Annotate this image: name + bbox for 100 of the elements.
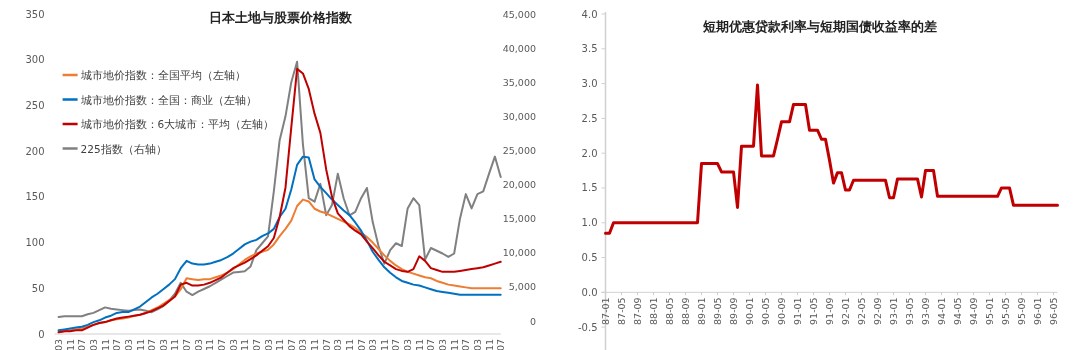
y2-tick-label: 10,000 xyxy=(502,247,536,259)
legend-label: 城市地价指数：全国：商业（左轴） xyxy=(79,93,257,106)
x-tick-label: 11 xyxy=(378,339,390,350)
x-tick-label: 11 xyxy=(204,339,216,350)
legend-label: 城市地价指数：全国平均（左轴） xyxy=(79,69,246,81)
chart-title: 短期优惠贷款利率与短期国债收益率的差 xyxy=(702,19,937,34)
x-tick-label: 88-09 xyxy=(680,297,691,325)
x-tick-label: 07 xyxy=(111,339,123,350)
x-tick-label: 93-09 xyxy=(920,297,931,325)
y2-tick-label: 15,000 xyxy=(502,213,536,225)
x-tick-label: 07 xyxy=(495,339,507,350)
y2-tick-label: 35,000 xyxy=(502,76,536,88)
y-tick-label: 300 xyxy=(25,54,45,66)
x-tick-label: 03 xyxy=(53,339,65,350)
x-tick-label: 87-01 xyxy=(600,297,611,325)
x-tick-label: 03 xyxy=(227,339,239,350)
x-tick-label: 89-09 xyxy=(728,297,739,325)
x-tick-label: 07 xyxy=(390,339,402,350)
x-tick-label: 07 xyxy=(320,339,332,350)
x-tick-label: 03 xyxy=(88,339,99,350)
x-tick-label: 88-01 xyxy=(648,297,659,325)
x-tick-label: 11 xyxy=(99,339,111,350)
y-tick-label: 250 xyxy=(25,99,45,111)
y-tick-label: 150 xyxy=(25,191,45,203)
y-tick-label: 3.0 xyxy=(581,78,598,90)
x-tick-label: 11 xyxy=(483,339,495,350)
legend-label: 225指数（右轴） xyxy=(80,142,167,155)
y2-tick-label: 20,000 xyxy=(502,179,536,191)
y-tick-label: 0 xyxy=(38,328,45,340)
x-tick-label: 03 xyxy=(297,339,309,350)
chart-title: 日本土地与股票价格指数 xyxy=(208,10,353,25)
x-tick-label: 91-09 xyxy=(824,297,835,325)
y-tick-label: 3.5 xyxy=(581,43,598,55)
x-tick-label: 03 xyxy=(367,339,379,350)
x-tick-label: 92-09 xyxy=(872,297,883,325)
x-tick-label: 90-01 xyxy=(744,297,755,325)
x-tick-label: 91-01 xyxy=(792,297,803,325)
x-tick-label: 88-05 xyxy=(664,297,675,325)
x-tick-label: 87-05 xyxy=(616,297,627,325)
x-tick-label: 90-05 xyxy=(760,297,771,325)
legend-label: 城市地价指数：6大城市：平均（左轴） xyxy=(79,118,275,130)
x-tick-label: 07 xyxy=(250,339,262,350)
y2-tick-label: 25,000 xyxy=(502,144,536,156)
x-tick-label: 92-05 xyxy=(856,297,867,325)
y-tick-label: 100 xyxy=(25,237,45,249)
x-tick-label: 03 xyxy=(157,339,169,350)
y-tick-label: 200 xyxy=(25,145,45,157)
y2-tick-label: 45,000 xyxy=(502,8,536,20)
x-tick-label: 07 xyxy=(146,339,158,350)
y-tick-label: 2.5 xyxy=(581,112,598,124)
x-tick-label: 07 xyxy=(355,339,367,350)
x-tick-label: 11 xyxy=(413,339,425,350)
y-tick-label: 0.5 xyxy=(581,252,598,264)
x-tick-label: 03 xyxy=(471,339,483,350)
x-tick-label: 89-05 xyxy=(712,297,723,325)
x-tick-label: 11 xyxy=(274,339,286,350)
x-tick-label: 03 xyxy=(122,339,134,350)
x-tick-label: 92-01 xyxy=(840,297,851,325)
x-tick-label: 07 xyxy=(460,339,472,350)
x-tick-label: 11 xyxy=(169,339,181,350)
x-tick-label: 94-01 xyxy=(936,297,947,325)
y-tick-label: 1.0 xyxy=(581,217,598,229)
x-tick-label: 94-09 xyxy=(968,297,979,325)
x-tick-label: 96-05 xyxy=(1048,297,1059,325)
y-tick-label: 4.0 xyxy=(581,8,598,20)
x-tick-label: 03 xyxy=(262,339,274,350)
x-tick-label: 11 xyxy=(343,339,355,350)
x-tick-label: 07 xyxy=(181,339,193,350)
y2-tick-label: 40,000 xyxy=(502,42,536,54)
x-tick-label: 94-05 xyxy=(952,297,963,325)
x-tick-label: 90-09 xyxy=(776,297,787,325)
y-tick-label: 0.0 xyxy=(581,286,598,298)
y2-tick-label: 30,000 xyxy=(502,110,536,122)
x-tick-label: 07 xyxy=(215,339,227,350)
y2-tick-label: 0 xyxy=(529,315,536,327)
x-tick-label: 07 xyxy=(76,339,88,350)
x-tick-label: 87-09 xyxy=(632,297,643,325)
x-tick-label: 03 xyxy=(192,339,204,350)
x-tick-label: 03 xyxy=(437,339,449,350)
x-tick-label: 03 xyxy=(402,339,414,350)
x-tick-label: 11 xyxy=(239,339,251,350)
x-tick-label: 11 xyxy=(134,339,146,350)
x-tick-label: 07 xyxy=(425,339,437,350)
y-tick-label: 50 xyxy=(31,282,45,294)
x-tick-label: 96-01 xyxy=(1032,297,1043,325)
x-tick-label: 95-09 xyxy=(1016,297,1027,325)
x-tick-label: 03 xyxy=(332,339,344,350)
y2-tick-label: 5,000 xyxy=(508,281,536,293)
y-tick-label: 1.5 xyxy=(581,182,598,194)
y-tick-label: 2.0 xyxy=(581,147,598,159)
x-tick-label: 11 xyxy=(448,339,460,350)
x-tick-label: 11 xyxy=(64,339,76,350)
y-tick-label: 350 xyxy=(25,8,45,20)
x-tick-label: 91-05 xyxy=(808,297,819,325)
x-tick-label: 93-01 xyxy=(888,297,899,325)
y-tick-label: -0.5 xyxy=(577,321,598,333)
x-tick-label: 11 xyxy=(309,339,321,350)
x-tick-label: 93-05 xyxy=(904,297,915,325)
x-tick-label: 95-01 xyxy=(984,297,995,325)
x-tick-label: 95-05 xyxy=(1000,297,1011,325)
